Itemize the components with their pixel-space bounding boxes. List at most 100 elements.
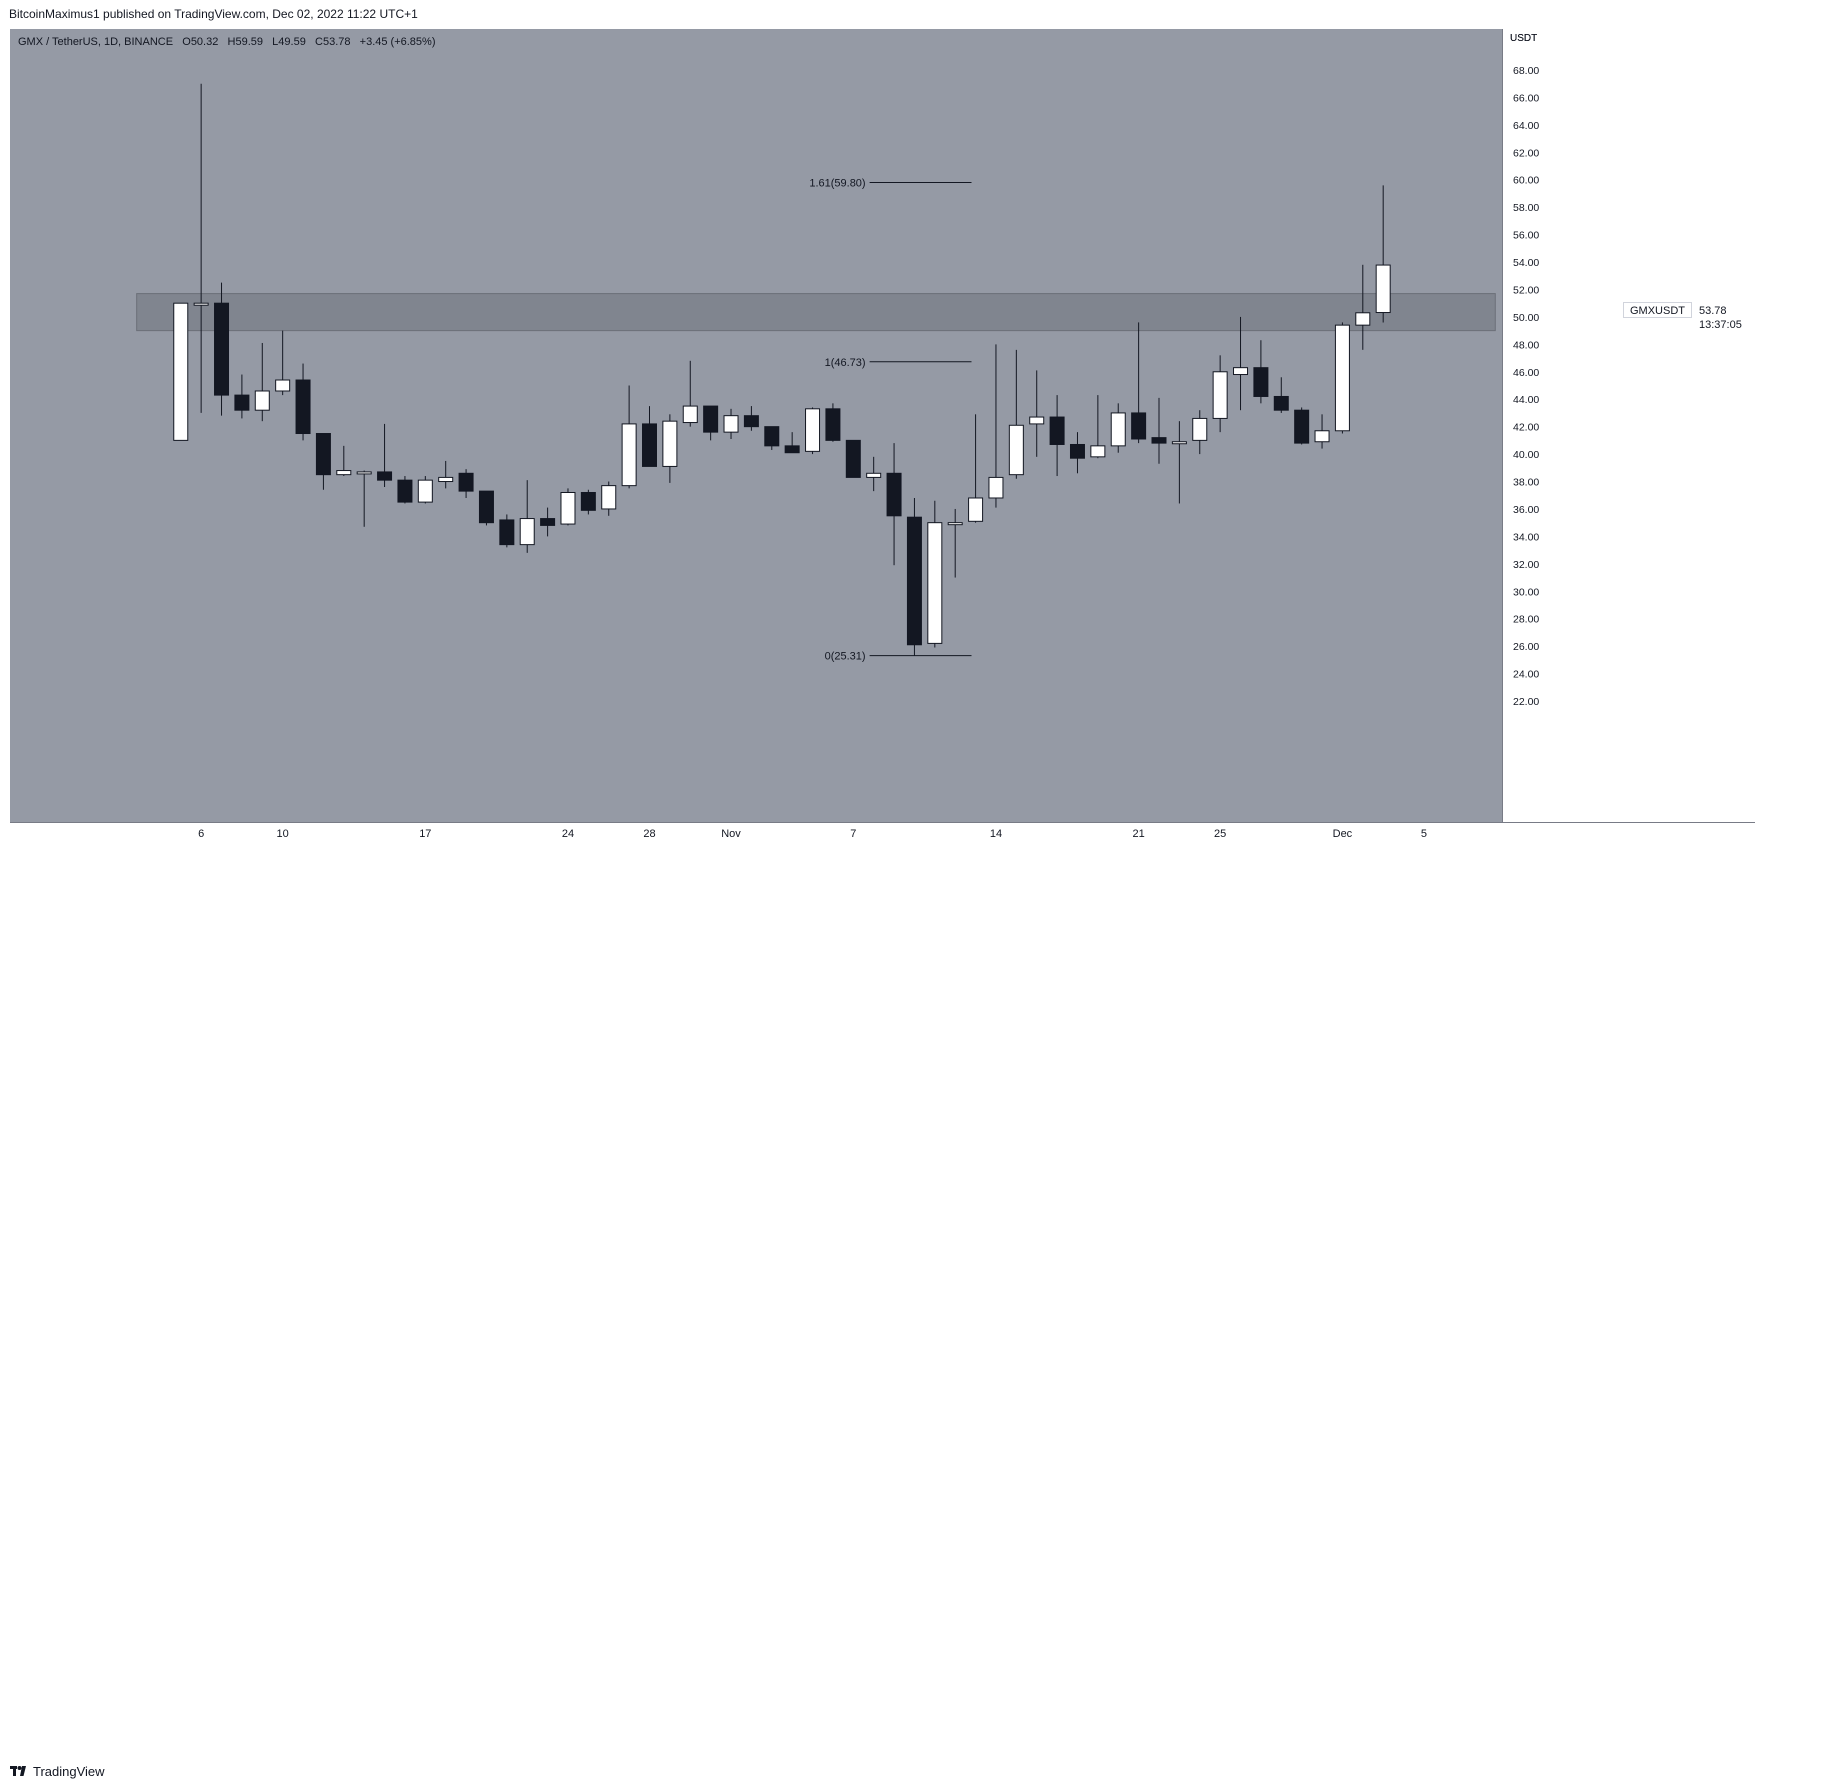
y-tick-label: 22.00 (1513, 696, 1539, 708)
candle-up[interactable] (356, 471, 372, 475)
y-tick-label: 34.00 (1513, 531, 1539, 543)
candle-up[interactable] (336, 470, 352, 476)
y-tick-label: 24.00 (1513, 669, 1539, 681)
fib-level-label: 1(46.73) (825, 357, 866, 369)
y-tick-label: 30.00 (1513, 586, 1539, 598)
chart-area[interactable]: 1.61(59.80) 1(46.73) 0(25.31) 22.00 24.00 26… (10, 29, 1755, 844)
candle-up[interactable] (417, 479, 433, 503)
candle-up[interactable] (1008, 424, 1024, 476)
y-tick-label: 40.00 (1513, 449, 1539, 461)
candle-down[interactable] (703, 405, 719, 433)
x-tick-label: 10 (277, 828, 289, 840)
symbol-title: GMX / TetherUS, 1D, BINANCE (18, 36, 174, 48)
change-value: +3.45 (+6.85%) (359, 36, 436, 48)
publisher-bar: BitcoinMaximus1 published on TradingView… (0, 0, 1834, 28)
footer-bar: TradingView (0, 880, 1834, 1779)
candle-up[interactable] (193, 302, 209, 306)
candle-up[interactable] (682, 405, 698, 424)
candle-up[interactable] (1334, 324, 1350, 432)
candle-up[interactable] (988, 476, 1004, 499)
candle-up[interactable] (1192, 417, 1208, 441)
fib-level-label: 0(25.31) (825, 651, 866, 663)
currency-label: USDT (1510, 33, 1537, 44)
y-tick-label: 38.00 (1513, 477, 1539, 489)
candle-down[interactable] (214, 302, 230, 396)
candle-down[interactable] (642, 423, 657, 467)
candle-down[interactable] (478, 490, 494, 524)
candle-down[interactable] (397, 479, 413, 503)
y-tick-label: 26.00 (1513, 641, 1539, 653)
currency-label: USDT (1510, 33, 1537, 44)
y-tick-label: 42.00 (1513, 422, 1539, 434)
candle-up[interactable] (1029, 416, 1045, 425)
ticker-tag: GMXUSDT (1623, 302, 1692, 318)
candle-up[interactable] (866, 472, 882, 478)
candle-up[interactable] (560, 491, 576, 525)
candle-down[interactable] (1151, 437, 1167, 444)
candle-down[interactable] (315, 433, 331, 476)
candle-down[interactable] (764, 426, 780, 447)
y-tick-label: 64.00 (1513, 120, 1539, 132)
candle-up[interactable] (805, 408, 821, 452)
candle-down[interactable] (784, 445, 800, 454)
candle-up[interactable] (1110, 412, 1126, 447)
candle-up[interactable] (601, 485, 617, 510)
candle-up[interactable] (1314, 430, 1330, 443)
y-tick-label: 66.00 (1513, 92, 1539, 104)
candle-down[interactable] (1253, 367, 1269, 397)
candle-down[interactable] (906, 516, 922, 646)
close-label: C (315, 36, 323, 48)
candle-down[interactable] (295, 379, 311, 435)
fib-level-label: 1.61(59.80) (809, 177, 865, 189)
candle-down[interactable] (1273, 395, 1289, 411)
time-axis[interactable] (10, 823, 1755, 844)
candle-up[interactable] (621, 423, 637, 487)
candle-up[interactable] (1355, 312, 1371, 326)
candle-down[interactable] (540, 518, 556, 526)
candle-down[interactable] (845, 439, 861, 478)
candlestick-chart[interactable]: 1.61(59.80) 1(46.73) 0(25.31) 22.00 24.00 26… (10, 29, 1755, 844)
x-tick-label: 6 (198, 828, 204, 840)
candle-up[interactable] (968, 497, 984, 522)
x-tick-label: 14 (990, 828, 1002, 840)
y-tick-label: 60.00 (1513, 175, 1539, 187)
x-tick-label: 28 (643, 828, 655, 840)
candle-down[interactable] (825, 408, 841, 441)
price-axis[interactable] (1503, 29, 1755, 822)
candle-up[interactable] (438, 476, 454, 483)
candle-up[interactable] (1212, 371, 1228, 419)
candle-down[interactable] (743, 415, 759, 428)
low-value: 49.59 (278, 36, 306, 48)
candle-up[interactable] (1171, 441, 1187, 445)
candle-up[interactable] (254, 390, 270, 411)
y-tick-label: 46.00 (1513, 367, 1539, 379)
candle-down[interactable] (1131, 412, 1147, 440)
candle-up[interactable] (947, 522, 963, 526)
candle-down[interactable] (499, 519, 515, 546)
candle-down[interactable] (886, 472, 902, 517)
x-tick-label: 24 (562, 828, 574, 840)
candle-up[interactable] (1090, 445, 1106, 458)
y-tick-label: 48.00 (1513, 339, 1539, 351)
candle-down[interactable] (458, 472, 474, 492)
candle-up[interactable] (1233, 367, 1249, 376)
candle-down[interactable] (1294, 409, 1310, 444)
y-tick-label: 50.00 (1513, 312, 1539, 324)
y-tick-label: 44.00 (1513, 394, 1539, 406)
x-tick-label: 7 (850, 828, 856, 840)
candle-up[interactable] (723, 415, 739, 433)
candle-down[interactable] (580, 491, 596, 511)
candle-down[interactable] (234, 394, 250, 411)
brand-name: TradingView (33, 1764, 105, 1779)
low-label: L (272, 36, 279, 48)
tradingview-logo-icon (10, 1766, 26, 1776)
candle-up[interactable] (519, 518, 535, 546)
candle-up[interactable] (1375, 264, 1391, 314)
candle-up[interactable] (927, 522, 943, 644)
candle-down[interactable] (1069, 443, 1085, 459)
candle-up[interactable] (173, 302, 189, 441)
candle-up[interactable] (275, 379, 291, 392)
candle-down[interactable] (377, 471, 393, 481)
candle-down[interactable] (1049, 416, 1065, 445)
candle-up[interactable] (662, 420, 678, 467)
